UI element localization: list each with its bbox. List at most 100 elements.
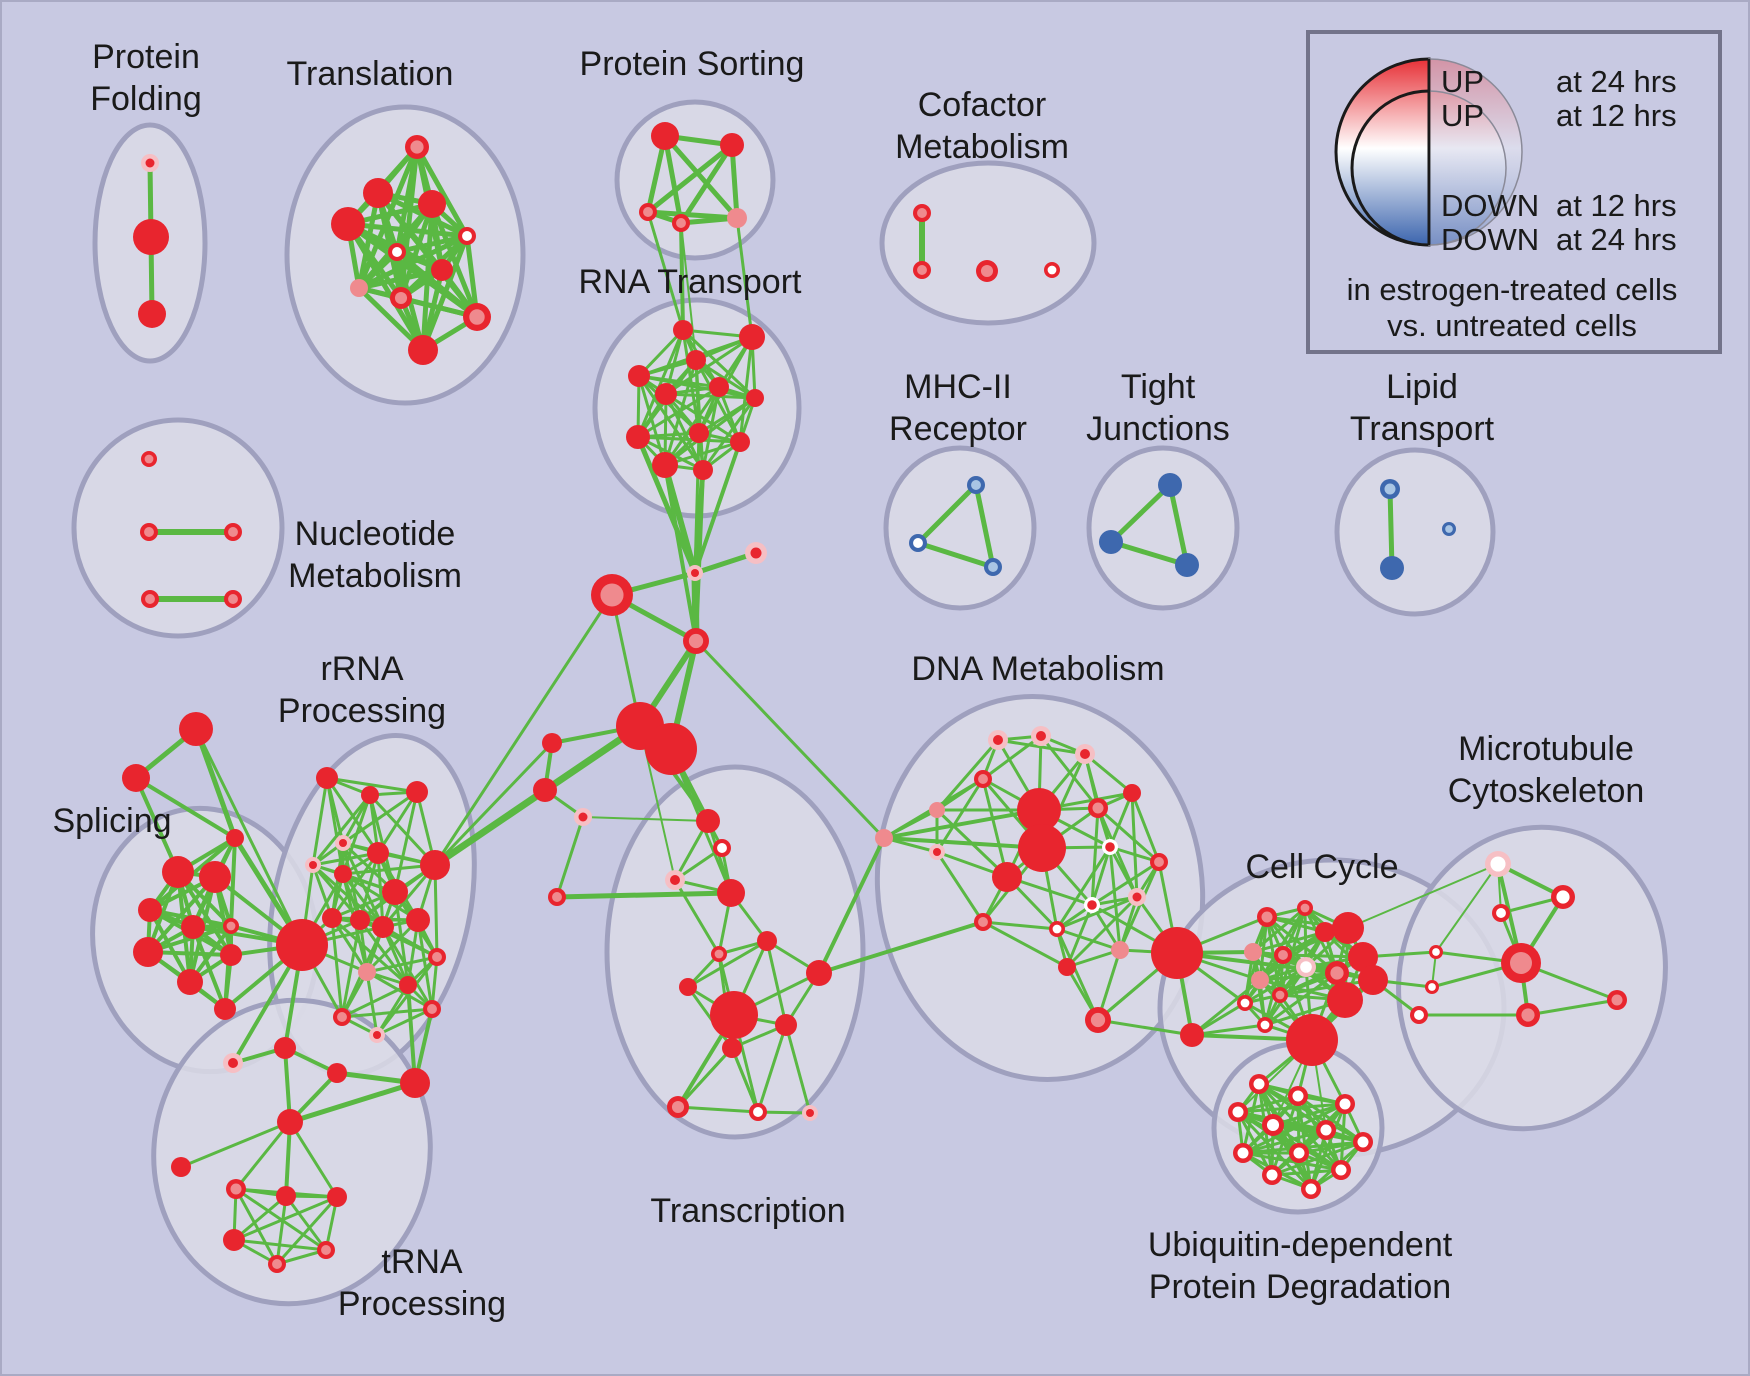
mesh-edge: [981, 734, 1043, 781]
network-node-sl1: [179, 712, 213, 746]
network-node-c1: [591, 574, 633, 616]
mesh-edge: [1118, 860, 1161, 952]
network-node-t8: [350, 279, 368, 297]
network-node-d12: [1123, 784, 1141, 802]
network-node-cc7: [1296, 957, 1316, 977]
cluster-label-protein-sorting-line1: Protein Sorting: [580, 45, 805, 83]
mesh-edge: [1130, 791, 1139, 899]
network-node-cc3: [1315, 922, 1335, 942]
legend-direction-3: DOWN: [1441, 188, 1539, 223]
edge: [1096, 1018, 1194, 1037]
network-node-x2: [533, 778, 557, 802]
cluster-label-nucleotide-metabolism-line2: Metabolism: [288, 557, 462, 595]
mesh-edge: [340, 983, 410, 1019]
mesh-edge: [356, 267, 445, 291]
mesh-edge: [1270, 1140, 1365, 1177]
network-node-sl2: [122, 764, 150, 792]
network-node-m3: [1492, 904, 1510, 922]
network-node-m2: [1551, 885, 1575, 909]
network-node-mh2: [909, 534, 927, 552]
edge: [817, 920, 985, 975]
cluster-label-cell-cycle-line1: Cell Cycle: [1245, 848, 1398, 886]
legend-direction-2: UP: [1441, 98, 1484, 133]
network-node-sl10: [220, 944, 242, 966]
mesh-edge: [330, 916, 369, 974]
network-node-d9: [1018, 824, 1066, 872]
edge: [693, 431, 701, 575]
network-node-tc6: [171, 1157, 191, 1177]
cluster-label-tight-junctions-line1: Tight: [1121, 368, 1196, 406]
mesh-edge: [376, 790, 419, 855]
cluster-label-mhc-ii-receptor-line1: MHC-II: [904, 368, 1012, 406]
network-node-rt3: [686, 350, 706, 370]
mesh-edge: [229, 836, 237, 928]
network-node-rt8: [689, 423, 709, 443]
edge: [915, 540, 996, 570]
mesh-edge: [325, 776, 419, 794]
mesh-edge: [1108, 845, 1122, 952]
network-node-cc17: [1180, 1023, 1204, 1047]
network-node-d13: [1102, 839, 1118, 855]
mesh-edge: [345, 221, 426, 353]
network-node-tc4: [400, 1068, 430, 1098]
network-node-r8: [382, 879, 408, 905]
network-node-d19: [1151, 927, 1203, 979]
mesh-edge: [1108, 791, 1134, 849]
mesh-edge: [376, 851, 385, 929]
cluster-label-lipid-transport-line2: Transport: [1350, 410, 1495, 448]
network-node-tr14: [802, 1105, 818, 1121]
legend-time-1: at 24 hrs: [1556, 64, 1677, 99]
network-node-d3: [1075, 744, 1095, 764]
mesh-edge: [664, 328, 685, 396]
network-node-ps5: [727, 208, 747, 228]
network-node-r7: [367, 842, 389, 864]
edge: [554, 890, 734, 900]
network-node-tc5: [277, 1109, 303, 1135]
edge: [1167, 482, 1190, 568]
mesh-edge: [1190, 1023, 1267, 1037]
network-node-tr11: [722, 1038, 742, 1058]
network-node-d11: [1088, 798, 1108, 818]
legend-direction-1: UP: [1441, 64, 1484, 99]
network-node-u7: [1353, 1132, 1373, 1152]
mesh-edge: [1241, 1151, 1343, 1172]
mesh-edge: [701, 385, 721, 472]
cluster-label-dna-metabolism-line1: DNA Metabolism: [911, 650, 1164, 688]
edge: [288, 1120, 339, 1199]
network-node-tc10: [223, 1229, 245, 1251]
node-layer: [122, 122, 1627, 1273]
network-node-rt1: [673, 320, 693, 340]
network-node-u4: [1228, 1102, 1248, 1122]
network-node-mh1: [967, 476, 985, 494]
mesh-edge: [637, 374, 705, 472]
edge: [1526, 998, 1619, 1017]
network-node-cc16: [1286, 1014, 1338, 1066]
network-node-pf2: [133, 219, 169, 255]
edge: [1108, 539, 1190, 568]
network-node-tr13: [749, 1103, 767, 1121]
network-node-tr1: [696, 809, 720, 833]
mesh-edge: [1055, 927, 1100, 1022]
edge: [134, 776, 237, 840]
network-node-r14: [358, 963, 376, 981]
network-node-cc13: [1348, 942, 1378, 972]
network-node-r13: [428, 948, 446, 966]
mesh-edge: [756, 1023, 788, 1114]
network-node-ps2: [720, 133, 744, 157]
network-node-cc8: [1251, 971, 1269, 989]
network-node-m9: [1410, 1006, 1428, 1024]
mesh-edge: [365, 955, 439, 974]
network-node-rt5: [655, 383, 677, 405]
edge: [193, 726, 238, 841]
cluster-label-splicing-line1: Splicing: [52, 802, 171, 840]
cluster-label-trna-processing-line2: Processing: [338, 1285, 506, 1323]
mesh-edge: [981, 920, 1069, 969]
cluster-label-protein-folding-line1: Protein: [92, 38, 200, 76]
network-node-t4: [418, 190, 446, 218]
network-node-r12: [406, 908, 430, 932]
network-node-r11: [372, 916, 394, 938]
network-node-m1: [1485, 851, 1511, 877]
mesh-edge: [636, 435, 742, 444]
